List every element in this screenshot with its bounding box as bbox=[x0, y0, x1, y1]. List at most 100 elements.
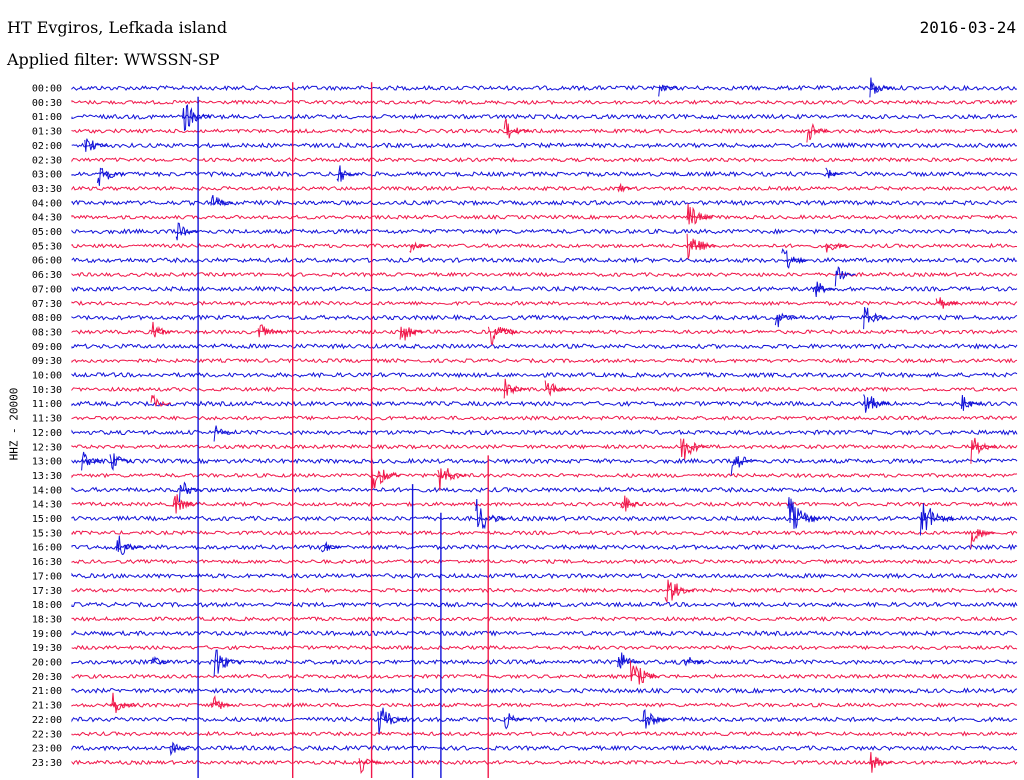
tick-label: 18:00 bbox=[32, 600, 62, 611]
station-title: HT Evgiros, Lefkada island bbox=[7, 18, 228, 37]
event-36 bbox=[730, 456, 758, 476]
event-18 bbox=[812, 281, 836, 298]
trace-1700 bbox=[71, 572, 1018, 580]
event-55 bbox=[210, 695, 233, 710]
event-17 bbox=[834, 266, 856, 287]
trace-2130 bbox=[71, 702, 1018, 709]
event-12 bbox=[175, 222, 199, 241]
trace-1330 bbox=[71, 472, 1018, 479]
tick-label: 09:00 bbox=[32, 342, 62, 353]
event-59 bbox=[169, 741, 190, 757]
trace-1930 bbox=[71, 644, 1018, 651]
trace-0730 bbox=[71, 300, 1018, 307]
trace-0830 bbox=[71, 329, 1018, 335]
tick-label: 15:00 bbox=[32, 514, 62, 525]
trace-1800 bbox=[71, 601, 1018, 608]
event-38 bbox=[437, 468, 467, 491]
event-7 bbox=[336, 165, 360, 183]
event-21 bbox=[863, 306, 888, 330]
tick-label: 04:30 bbox=[32, 213, 62, 224]
event-51 bbox=[617, 652, 643, 669]
tick-label: 00:00 bbox=[32, 84, 62, 95]
event-47 bbox=[320, 541, 341, 553]
event-6 bbox=[96, 167, 124, 186]
tick-label: 02:00 bbox=[32, 141, 62, 152]
tick-label: 12:30 bbox=[32, 442, 62, 453]
event-42 bbox=[475, 498, 506, 530]
trace-2200 bbox=[71, 715, 1018, 723]
trace-0000 bbox=[71, 84, 1018, 92]
tick-label: 11:00 bbox=[32, 399, 62, 410]
tick-label: 05:00 bbox=[32, 227, 62, 238]
trace-0630 bbox=[71, 271, 1018, 278]
tick-label: 03:00 bbox=[32, 170, 62, 181]
tick-label: 11:30 bbox=[32, 414, 62, 425]
trace-0130 bbox=[71, 128, 1018, 135]
event-4 bbox=[806, 123, 830, 143]
event-22 bbox=[150, 321, 174, 338]
tick-label: 15:30 bbox=[32, 528, 62, 539]
tick-label: 17:00 bbox=[32, 571, 62, 582]
event-8 bbox=[825, 167, 843, 179]
tick-label: 07:30 bbox=[32, 299, 62, 310]
tick-label: 17:30 bbox=[32, 586, 62, 597]
tick-label: 22:30 bbox=[32, 729, 62, 740]
event-48 bbox=[664, 579, 695, 604]
tick-label: 23:30 bbox=[32, 758, 62, 769]
trace-1830 bbox=[71, 616, 1018, 622]
event-53 bbox=[629, 660, 660, 685]
trace-0800 bbox=[71, 314, 1018, 322]
trace-2100 bbox=[71, 687, 1018, 695]
trace-1130 bbox=[71, 415, 1017, 421]
event-13 bbox=[409, 241, 429, 253]
tick-label: 09:30 bbox=[32, 356, 62, 367]
trace-0400 bbox=[71, 199, 1018, 207]
tick-label: 07:00 bbox=[32, 284, 62, 295]
event-24 bbox=[399, 326, 425, 341]
event-33 bbox=[970, 437, 998, 464]
tick-label: 19:00 bbox=[32, 629, 62, 640]
trace-0100 bbox=[71, 113, 1018, 121]
tick-label: 12:00 bbox=[32, 428, 62, 439]
event-19 bbox=[935, 297, 959, 309]
event-20 bbox=[774, 312, 798, 328]
event-30 bbox=[960, 394, 982, 411]
event-31 bbox=[213, 425, 234, 442]
trace-0030 bbox=[71, 99, 1018, 106]
event-23 bbox=[257, 324, 283, 338]
event-14 bbox=[686, 233, 717, 259]
tick-label: 08:00 bbox=[32, 313, 62, 324]
tick-label: 20:00 bbox=[32, 658, 62, 669]
trace-2300 bbox=[71, 744, 1018, 752]
tick-label: 20:30 bbox=[32, 672, 62, 683]
trace-1000 bbox=[71, 371, 1018, 379]
trace-0300 bbox=[71, 170, 1018, 178]
tick-label: 21:30 bbox=[32, 701, 62, 712]
record-date: 2016-03-24 bbox=[919, 18, 1016, 37]
trace-0900 bbox=[71, 342, 1018, 350]
event-49 bbox=[150, 655, 171, 665]
tick-label: 13:00 bbox=[32, 457, 62, 468]
tick-label: 18:30 bbox=[32, 614, 62, 625]
tick-label: 04:00 bbox=[32, 198, 62, 209]
event-61 bbox=[869, 752, 893, 773]
tick-label-group: 00:00 00:30 01:00 01:30 02:00 02:30 03:00 03:30… bbox=[32, 84, 62, 769]
trace-1100 bbox=[71, 400, 1018, 408]
filter-label: Applied filter: WWSSN-SP bbox=[7, 50, 220, 69]
trace-1530 bbox=[71, 529, 1018, 536]
tick-label: 14:30 bbox=[32, 500, 62, 511]
event-28 bbox=[150, 394, 172, 407]
trace-1430 bbox=[71, 501, 1018, 508]
event-58 bbox=[642, 708, 670, 729]
event-27 bbox=[544, 380, 570, 397]
event-57 bbox=[503, 713, 525, 730]
tick-label: 10:30 bbox=[32, 385, 62, 396]
tick-label: 16:30 bbox=[32, 557, 62, 568]
event-9 bbox=[617, 182, 636, 193]
trace-1500 bbox=[71, 515, 1018, 522]
event-43 bbox=[787, 497, 822, 529]
trace-0500 bbox=[71, 228, 1018, 235]
trace-1600 bbox=[71, 543, 1018, 551]
event-15 bbox=[825, 242, 848, 253]
